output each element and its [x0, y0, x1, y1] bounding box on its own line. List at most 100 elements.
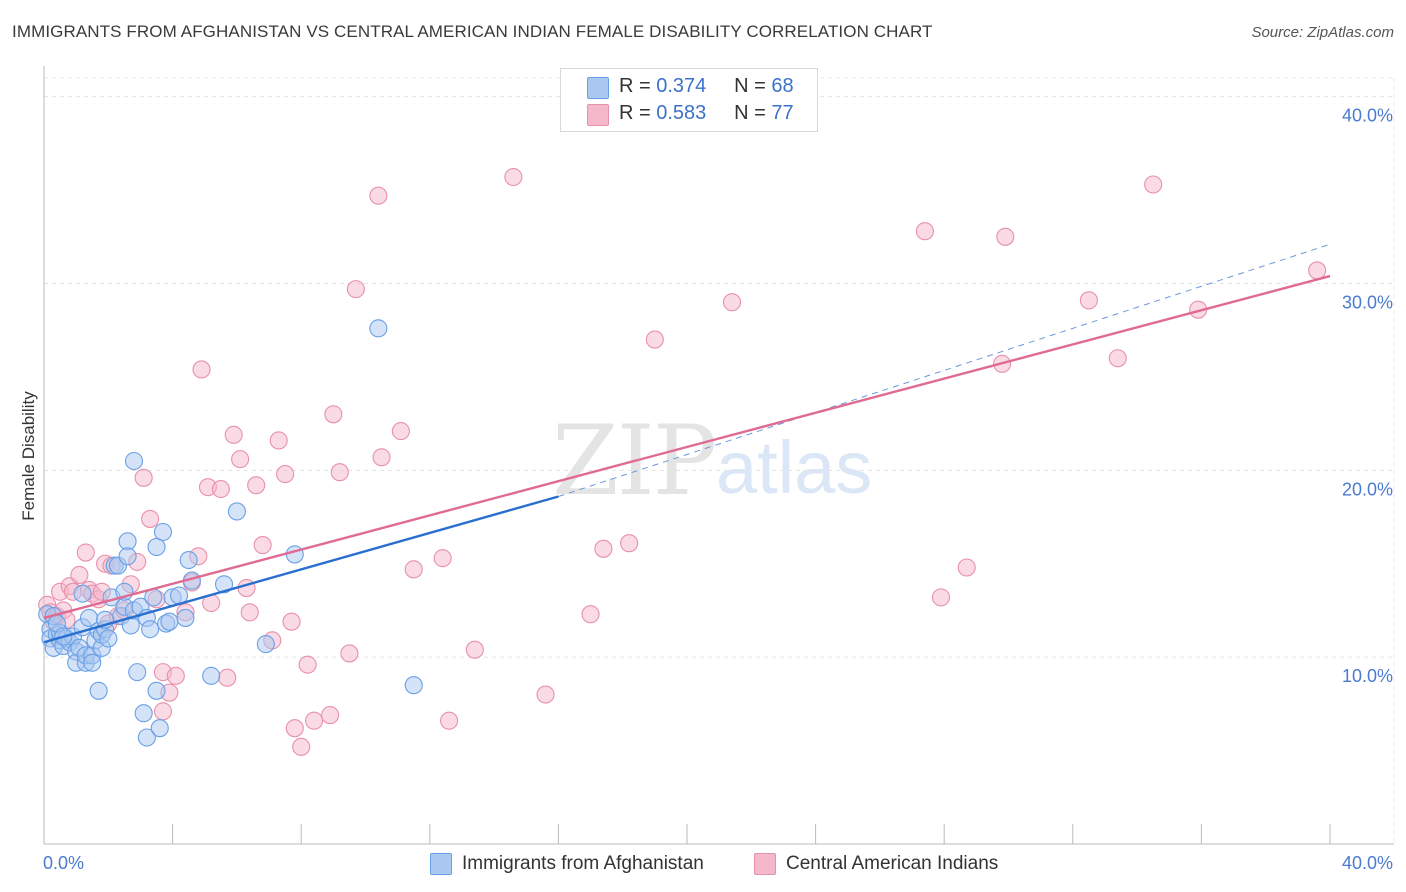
- data-point: [218, 668, 237, 687]
- data-point: [321, 706, 340, 725]
- correlation-legend: R = 0.374 N = 68 R = 0.583 N = 77: [560, 68, 818, 132]
- data-point: [118, 547, 137, 566]
- data-point: [179, 550, 198, 570]
- data-point: [404, 676, 423, 695]
- bottom-legend-item-afghanistan[interactable]: Immigrants from Afghanistan: [430, 852, 704, 876]
- trend-line-pink: [43, 274, 1331, 620]
- data-point: [128, 663, 147, 682]
- legend-n-label: N =: [734, 102, 766, 124]
- legend-r-value: 0.583: [656, 102, 707, 124]
- data-point: [256, 635, 275, 654]
- data-point: [346, 280, 365, 299]
- data-point: [282, 612, 301, 631]
- y-tick-label: 20.0%: [1342, 479, 1393, 499]
- legend-r-label: R =: [619, 102, 651, 124]
- data-point: [1144, 175, 1163, 194]
- data-point: [931, 588, 951, 607]
- data-point: [404, 560, 423, 579]
- bottom-legend-label: Immigrants from Afghanistan: [462, 853, 704, 874]
- legend-swatch-blue: [587, 77, 609, 99]
- data-point: [124, 451, 144, 471]
- data-point: [1308, 261, 1327, 280]
- y-tick-label: 40.0%: [1342, 106, 1393, 126]
- legend-n-value: 77: [771, 102, 794, 124]
- bottom-legend-label: Central American Indians: [786, 853, 999, 874]
- legend-n-label: N =: [734, 75, 766, 97]
- axis-labels: 10.0% 20.0% 30.0% 40.0% 0.0% 40.0% Female Disa…: [19, 106, 1393, 873]
- y-tick-label: 10.0%: [1342, 666, 1393, 686]
- data-point: [83, 653, 102, 672]
- data-point: [645, 330, 664, 349]
- data-point: [996, 227, 1015, 246]
- data-point: [253, 536, 272, 555]
- data-point: [247, 476, 266, 495]
- data-point: [76, 543, 95, 562]
- data-point: [269, 431, 288, 450]
- data-point: [536, 685, 555, 704]
- data-point: [202, 666, 221, 685]
- axes: [43, 66, 1394, 845]
- data-point: [292, 737, 311, 756]
- data-point: [1079, 291, 1098, 310]
- data-point: [211, 479, 230, 499]
- data-point: [240, 603, 259, 622]
- data-point: [70, 565, 89, 585]
- legend-n-value: 68: [771, 75, 794, 97]
- data-point: [369, 319, 388, 338]
- data-point: [372, 448, 391, 467]
- data-point: [192, 360, 211, 379]
- data-point: [153, 702, 173, 721]
- data-point: [150, 719, 169, 738]
- data-point: [285, 719, 304, 738]
- data-point: [141, 509, 160, 528]
- data-point: [330, 463, 349, 482]
- y-tick-label: 30.0%: [1342, 293, 1393, 313]
- y-axis-label: Female Disability: [19, 391, 38, 521]
- data-point: [214, 575, 234, 594]
- data-point: [227, 502, 246, 521]
- data-point: [957, 558, 976, 577]
- data-point: [340, 644, 359, 663]
- bottom-legend-swatch-pink: [754, 853, 776, 875]
- data-point: [147, 537, 166, 556]
- data-point: [324, 405, 343, 424]
- data-point: [73, 584, 92, 603]
- data-point: [620, 534, 639, 553]
- chart-title: IMMIGRANTS FROM AFGHANISTAN VS CENTRAL A…: [12, 22, 933, 41]
- bottom-legend-swatch-blue: [430, 853, 452, 875]
- x-tick-label: 40.0%: [1342, 853, 1393, 873]
- x-tick-label: 0.0%: [43, 853, 84, 873]
- data-point: [153, 522, 173, 542]
- bottom-legend-item-central-american-indians[interactable]: Central American Indians: [754, 852, 998, 876]
- trend-line-blue: [43, 495, 559, 644]
- chart-source: Source: ZipAtlas.com: [1251, 24, 1394, 41]
- data-point: [1108, 349, 1127, 368]
- data-point: [176, 608, 195, 627]
- data-point: [440, 711, 459, 730]
- data-point: [305, 711, 324, 730]
- data-point: [89, 681, 108, 700]
- data-point: [231, 450, 250, 469]
- data-point: [137, 728, 156, 747]
- data-point: [433, 549, 452, 568]
- data-point: [166, 666, 185, 685]
- data-point: [276, 465, 295, 484]
- data-point: [369, 186, 388, 205]
- trend-lines: [43, 243, 1331, 644]
- data-point: [298, 655, 317, 674]
- legend-row-blue: R = 0.374 N = 68: [619, 75, 794, 98]
- data-point: [391, 422, 410, 441]
- data-point: [465, 640, 484, 659]
- data-point: [722, 293, 742, 312]
- legend-row-pink: R = 0.583 N = 77: [619, 102, 794, 125]
- data-point: [915, 222, 934, 241]
- data-point: [581, 605, 600, 624]
- legend-r-value: 0.374: [656, 75, 707, 97]
- watermark-atlas: atlas: [716, 426, 873, 509]
- data-point: [99, 629, 118, 648]
- data-point: [160, 612, 179, 631]
- legend-swatch-pink: [587, 104, 609, 126]
- trend-line-blue-extension: [558, 243, 1331, 497]
- legend-r-label: R =: [619, 75, 651, 97]
